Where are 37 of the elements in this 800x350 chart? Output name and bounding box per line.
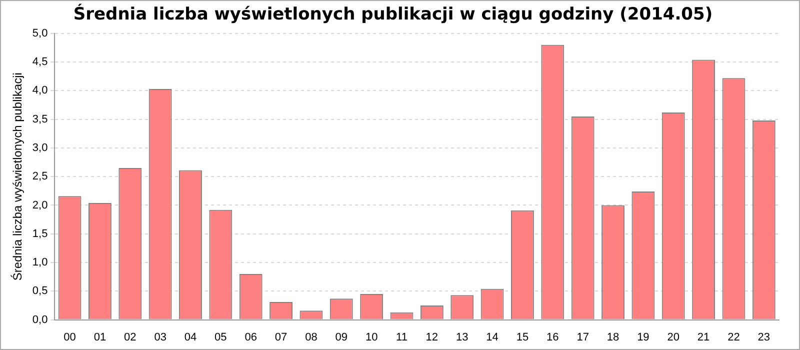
x-tick-label: 21 bbox=[697, 331, 710, 344]
x-tick-label: 01 bbox=[94, 331, 106, 344]
x-tick-label: 18 bbox=[606, 331, 620, 344]
y-tick-label: 2,5 bbox=[32, 170, 48, 183]
x-tick-label: 16 bbox=[546, 331, 559, 344]
chart-title: Średnia liczba wyświetlonych publikacji w ciągu godziny (2014.05) bbox=[73, 4, 713, 25]
x-tick-label: 14 bbox=[486, 331, 498, 344]
x-tick-label: 17 bbox=[576, 331, 589, 344]
x-tick-label: 04 bbox=[184, 331, 197, 344]
x-tick-label: 09 bbox=[335, 331, 348, 344]
y-tick-label: 5,0 bbox=[32, 27, 48, 40]
x-tick-label: 07 bbox=[274, 331, 288, 344]
y-tick-label: 3,5 bbox=[32, 113, 48, 126]
y-tick-label: 0,5 bbox=[32, 285, 48, 298]
x-tick-label: 15 bbox=[516, 331, 529, 344]
x-tick-label: 19 bbox=[637, 331, 650, 344]
x-tick-label: 00 bbox=[64, 331, 76, 344]
x-tick-label: 06 bbox=[244, 331, 257, 344]
y-tick-label: 2,0 bbox=[32, 199, 48, 212]
x-tick-label: 13 bbox=[456, 331, 468, 344]
x-tick-label: 08 bbox=[305, 331, 318, 344]
y-tick-label: 1,5 bbox=[32, 228, 48, 240]
x-tick-label: 10 bbox=[365, 331, 378, 344]
x-tick-label: 23 bbox=[758, 331, 770, 344]
x-tick-label: 03 bbox=[154, 331, 166, 344]
x-tick-label: 20 bbox=[667, 331, 680, 344]
x-tick-label: 02 bbox=[124, 331, 136, 344]
y-tick-label: 4,0 bbox=[32, 84, 48, 97]
x-tick-label: 22 bbox=[728, 331, 740, 344]
y-axis-title: Średnia liczba wyświetlonych publikacji bbox=[10, 72, 25, 281]
y-tick-label: 4,5 bbox=[32, 56, 48, 68]
x-tick-label: 11 bbox=[396, 331, 408, 344]
x-tick-label: 05 bbox=[214, 331, 227, 344]
y-tick-label: 1,0 bbox=[32, 256, 48, 269]
y-tick-label: 0,0 bbox=[32, 314, 48, 326]
y-tick-label: 3,0 bbox=[32, 142, 48, 154]
x-tick-label: 12 bbox=[426, 331, 438, 344]
